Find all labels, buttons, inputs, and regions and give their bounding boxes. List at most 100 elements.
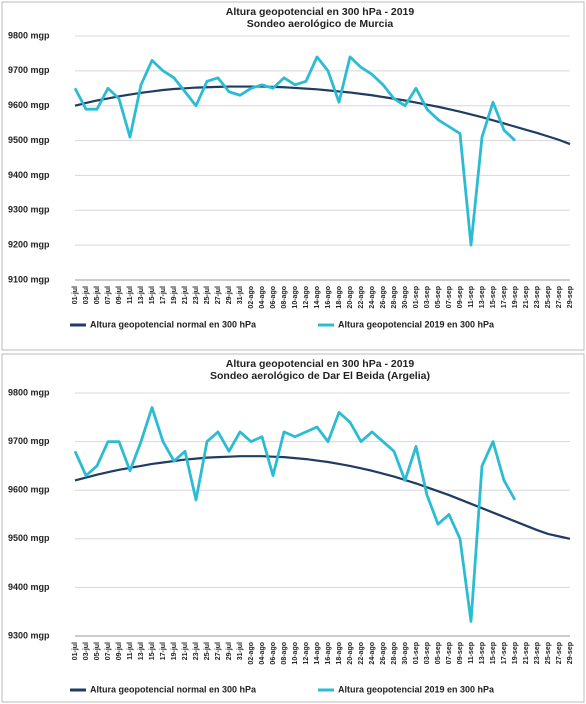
x-tick-label: 15-jul bbox=[149, 642, 156, 660]
x-tick-label: 09-jul bbox=[116, 286, 123, 304]
x-tick-label: 20-ago bbox=[347, 286, 354, 309]
x-tick-label: 13-jul bbox=[138, 286, 145, 304]
x-tick-label: 13-sep bbox=[479, 642, 486, 664]
x-tick-label: 09-jul bbox=[116, 642, 123, 660]
chart-title: Altura geopotencial en 300 hPa - 2019 bbox=[226, 6, 415, 18]
y-tick-label: 9800 mgp bbox=[8, 387, 50, 397]
x-tick-label: 15-sep bbox=[490, 286, 497, 308]
x-tick-label: 19-sep bbox=[512, 286, 519, 308]
y-tick-label: 9300 mgp bbox=[8, 205, 50, 215]
y-tick-label: 9600 mgp bbox=[8, 100, 50, 110]
x-tick-label: 24-ago bbox=[369, 286, 376, 309]
x-tick-label: 15-jul bbox=[149, 286, 156, 304]
x-tick-label: 01-jul bbox=[72, 642, 79, 660]
x-tick-label: 25-jul bbox=[204, 642, 211, 660]
x-tick-label: 18-ago bbox=[336, 642, 343, 665]
x-tick-label: 17-jul bbox=[160, 286, 167, 304]
x-tick-label: 28-ago bbox=[391, 286, 398, 309]
x-tick-label: 07-jul bbox=[105, 642, 112, 660]
x-tick-label: 11-sep bbox=[468, 642, 475, 664]
x-tick-label: 17-sep bbox=[501, 286, 508, 308]
x-tick-label: 20-ago bbox=[347, 642, 354, 665]
x-tick-label: 02-ago bbox=[248, 286, 255, 309]
x-tick-label: 22-ago bbox=[358, 642, 365, 665]
legend-label: Altura geopotencial 2019 en 300 hPa bbox=[338, 319, 495, 329]
x-tick-label: 26-ago bbox=[380, 286, 387, 309]
legend-label: Altura geopotencial normal en 300 hPa bbox=[90, 319, 257, 329]
x-tick-label: 29-jul bbox=[226, 642, 233, 660]
x-tick-label: 23-sep bbox=[534, 642, 541, 664]
x-tick-label: 21-jul bbox=[182, 286, 189, 304]
x-tick-label: 03-jul bbox=[83, 286, 90, 304]
x-tick-label: 19-sep bbox=[512, 642, 519, 664]
y-tick-label: 9600 mgp bbox=[8, 485, 50, 495]
x-tick-label: 29-sep bbox=[567, 642, 574, 664]
y-tick-label: 9300 mgp bbox=[8, 630, 50, 640]
y-tick-label: 9400 mgp bbox=[8, 582, 50, 592]
x-tick-label: 13-jul bbox=[138, 642, 145, 660]
x-tick-label: 03-sep bbox=[424, 642, 431, 664]
x-tick-label: 08-ago bbox=[281, 642, 288, 665]
x-tick-label: 09-sep bbox=[457, 286, 464, 308]
x-tick-label: 30-ago bbox=[402, 286, 409, 309]
x-tick-label: 27-sep bbox=[556, 286, 563, 308]
x-tick-label: 31-jul bbox=[237, 642, 244, 660]
x-tick-label: 05-jul bbox=[94, 642, 101, 660]
x-tick-label: 19-jul bbox=[171, 286, 178, 304]
x-tick-label: 29-jul bbox=[226, 286, 233, 304]
x-tick-label: 14-ago bbox=[314, 286, 321, 309]
y-tick-label: 9100 mgp bbox=[8, 274, 50, 284]
x-tick-label: 19-jul bbox=[171, 642, 178, 660]
y-tick-label: 9700 mgp bbox=[8, 436, 50, 446]
x-tick-label: 04-ago bbox=[259, 286, 266, 309]
x-tick-label: 10-ago bbox=[292, 642, 299, 665]
x-tick-label: 07-sep bbox=[446, 642, 453, 664]
y-tick-label: 9400 mgp bbox=[8, 170, 50, 180]
y-tick-label: 9200 mgp bbox=[8, 240, 50, 250]
x-tick-label: 13-sep bbox=[479, 286, 486, 308]
x-tick-label: 29-sep bbox=[567, 286, 574, 308]
y-tick-label: 9800 mgp bbox=[8, 30, 50, 40]
x-tick-label: 27-jul bbox=[215, 642, 222, 660]
series-line bbox=[73, 55, 516, 247]
x-tick-label: 23-jul bbox=[193, 642, 200, 660]
x-tick-label: 05-sep bbox=[435, 642, 442, 664]
x-tick-label: 17-jul bbox=[160, 642, 167, 660]
x-tick-label: 03-sep bbox=[424, 286, 431, 308]
x-tick-label: 06-ago bbox=[270, 642, 277, 665]
x-tick-label: 02-ago bbox=[248, 642, 255, 665]
y-tick-label: 9700 mgp bbox=[8, 65, 50, 75]
x-tick-label: 31-jul bbox=[237, 286, 244, 304]
legend-label: Altura geopotencial normal en 300 hPa bbox=[90, 684, 257, 694]
x-tick-label: 25-sep bbox=[545, 642, 552, 664]
x-tick-label: 14-ago bbox=[314, 642, 321, 665]
x-tick-label: 23-sep bbox=[534, 286, 541, 308]
chart-subtitle: Sondeo aerológico de Murcia bbox=[247, 18, 394, 30]
x-tick-label: 03-jul bbox=[83, 642, 90, 660]
x-tick-label: 12-ago bbox=[303, 642, 310, 665]
x-tick-label: 21-sep bbox=[523, 286, 530, 308]
x-tick-label: 24-ago bbox=[369, 642, 376, 665]
x-tick-label: 11-jul bbox=[127, 642, 134, 660]
x-tick-label: 06-ago bbox=[270, 286, 277, 309]
x-tick-label: 10-ago bbox=[292, 286, 299, 309]
x-tick-label: 25-jul bbox=[204, 286, 211, 304]
x-tick-label: 01-jul bbox=[72, 286, 79, 304]
x-tick-label: 05-jul bbox=[94, 286, 101, 304]
x-tick-label: 27-sep bbox=[556, 642, 563, 664]
x-tick-label: 05-sep bbox=[435, 286, 442, 308]
x-tick-label: 15-sep bbox=[490, 642, 497, 664]
x-tick-label: 25-sep bbox=[545, 286, 552, 308]
x-tick-label: 11-jul bbox=[127, 286, 134, 304]
x-tick-label: 22-ago bbox=[358, 286, 365, 309]
x-tick-label: 07-jul bbox=[105, 286, 112, 304]
x-tick-label: 01-sep bbox=[413, 642, 420, 664]
x-tick-label: 21-jul bbox=[182, 642, 189, 660]
x-tick-label: 26-ago bbox=[380, 642, 387, 665]
x-tick-label: 09-sep bbox=[457, 642, 464, 664]
x-tick-label: 17-sep bbox=[501, 642, 508, 664]
series-line bbox=[74, 85, 571, 146]
x-tick-label: 21-sep bbox=[523, 642, 530, 664]
legend-label: Altura geopotencial 2019 en 300 hPa bbox=[338, 684, 495, 694]
